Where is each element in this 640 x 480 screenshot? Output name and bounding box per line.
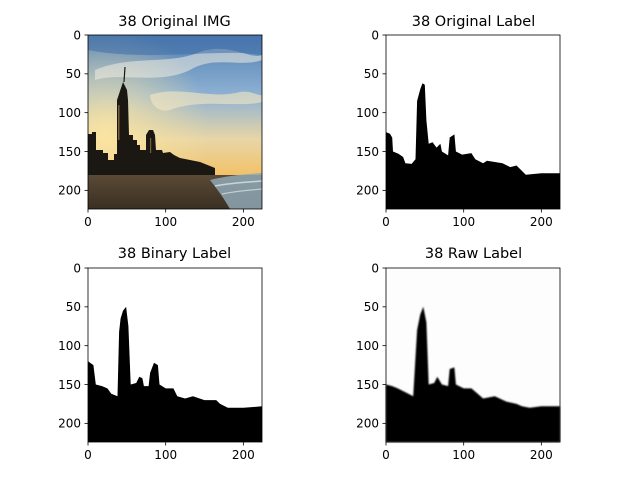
- x-tick-label: 100: [154, 215, 177, 229]
- y-tick-label: 50: [66, 300, 81, 314]
- y-tick-label: 0: [371, 261, 379, 275]
- image-area: [88, 35, 263, 209]
- y-tick-label: 0: [73, 28, 81, 42]
- x-tick-label: 0: [84, 448, 92, 462]
- panel-raw-label: 38 Raw Label: [386, 246, 560, 442]
- x-tick-label: 200: [530, 448, 553, 462]
- y-tick-label: 0: [73, 261, 81, 275]
- x-tick-label: 100: [452, 215, 475, 229]
- y-tick-label: 50: [364, 300, 379, 314]
- label-mask: [386, 306, 560, 442]
- axes-frame: [87, 267, 263, 443]
- y-tick-label: 150: [58, 145, 81, 159]
- y-tick-label: 200: [356, 417, 379, 431]
- label-mask: [88, 306, 262, 442]
- panel-title: 38 Raw Label: [425, 246, 522, 262]
- panel-title: 38 Binary Label: [118, 246, 231, 262]
- y-tick-label: 200: [356, 184, 379, 198]
- y-tick-label: 100: [58, 106, 81, 120]
- y-tick-label: 100: [58, 339, 81, 353]
- x-tick-label: 200: [232, 448, 255, 462]
- y-tick-label: 100: [356, 339, 379, 353]
- y-tick-label: 100: [356, 106, 379, 120]
- x-tick-label: 200: [232, 215, 255, 229]
- x-tick-label: 200: [530, 215, 553, 229]
- y-tick-label: 0: [371, 28, 379, 42]
- axes-layer: 0 100 200 0 50 100 150 200 0 100 200 0 50 100 150 200 0 1…: [58, 28, 561, 462]
- panel-title: 38 Original Label: [412, 14, 536, 30]
- y-tick-label: 50: [364, 67, 379, 81]
- label-mask: [386, 83, 560, 209]
- axes-frame: [385, 34, 561, 210]
- panel-title: 38 Original IMG: [118, 14, 230, 30]
- y-tick-label: 200: [58, 417, 81, 431]
- y-tick-label: 200: [58, 184, 81, 198]
- x-tick-label: 0: [84, 215, 92, 229]
- y-tick-label: 150: [356, 145, 379, 159]
- y-tick-label: 150: [58, 378, 81, 392]
- axes-frame: [385, 267, 561, 443]
- axes-frame: [87, 34, 263, 210]
- y-tick-label: 50: [66, 67, 81, 81]
- x-tick-label: 0: [382, 448, 390, 462]
- x-tick-label: 100: [154, 448, 177, 462]
- panel-original-img: 38 Original IMG: [88, 14, 263, 209]
- panel-original-label: 38 Original Label: [386, 14, 560, 209]
- x-tick-label: 0: [382, 215, 390, 229]
- y-tick-label: 150: [356, 378, 379, 392]
- panel-binary-label: 38 Binary Label: [88, 246, 262, 442]
- x-tick-label: 100: [452, 448, 475, 462]
